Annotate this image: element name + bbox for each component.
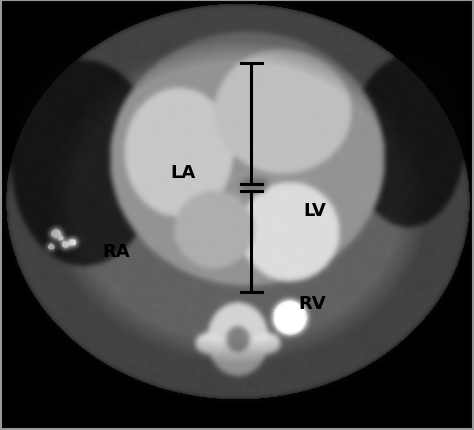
Text: LV: LV [304,202,327,220]
Text: RV: RV [299,294,327,312]
Text: LA: LA [170,163,195,181]
Text: RA: RA [103,243,130,261]
